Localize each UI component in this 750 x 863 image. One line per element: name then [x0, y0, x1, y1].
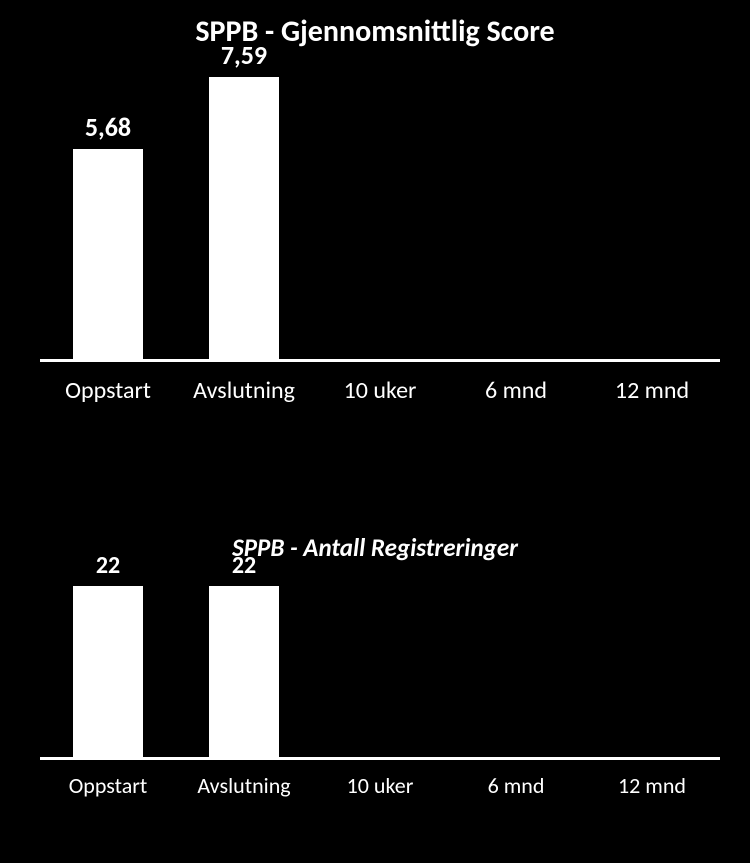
top-category-label: 10 uker	[312, 376, 448, 405]
top-category-label: 12 mnd	[584, 376, 720, 405]
top-bar	[209, 77, 279, 362]
top-category-label: Avslutning	[176, 376, 312, 405]
bottom-category-label: Oppstart	[40, 772, 176, 799]
bottom-category-label: 12 mnd	[584, 772, 720, 799]
top-x-axis	[40, 359, 720, 362]
top-category-label: Oppstart	[40, 376, 176, 405]
bottom-plot-area: 2222	[40, 570, 720, 760]
bottom-bar	[209, 586, 279, 760]
top-bar-value-label: 5,68	[40, 111, 176, 143]
bottom-category-label: 6 mnd	[448, 772, 584, 799]
top-category-label: 6 mnd	[448, 376, 584, 405]
top-plot-area: 5,687,59	[40, 62, 720, 362]
bottom-category-label: Avslutning	[176, 772, 312, 799]
bottom-bar	[73, 586, 143, 760]
bottom-chart: SPPB - Antall Registreringer2222Oppstart…	[0, 530, 750, 812]
bottom-bar-value-label: 22	[176, 551, 312, 580]
top-chart-title: SPPB - Gjennomsnittlig Score	[0, 10, 750, 54]
bottom-category-label: 10 uker	[312, 772, 448, 799]
top-bar-value-label: 7,59	[176, 39, 312, 71]
top-bar	[73, 149, 143, 362]
bottom-x-axis	[40, 757, 720, 760]
top-chart: SPPB - Gjennomsnittlig Score5,687,59Opps…	[0, 10, 750, 416]
bottom-bar-value-label: 22	[40, 551, 176, 580]
